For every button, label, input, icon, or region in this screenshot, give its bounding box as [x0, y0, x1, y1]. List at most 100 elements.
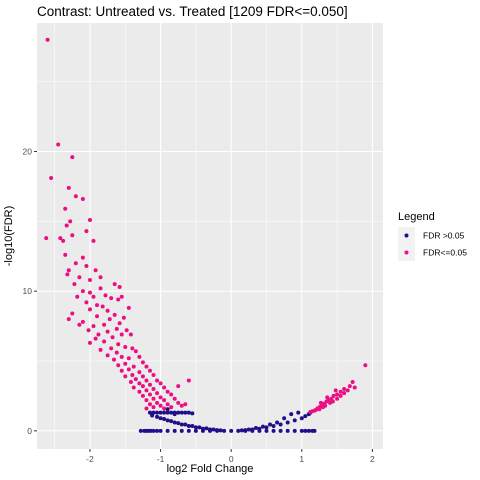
- data-point: [155, 410, 160, 415]
- data-point: [102, 322, 107, 327]
- data-point: [342, 386, 347, 391]
- data-point: [84, 300, 89, 305]
- data-point: [126, 356, 131, 361]
- data-point: [176, 384, 181, 389]
- data-point: [87, 307, 92, 312]
- data-point: [66, 268, 71, 273]
- data-point: [150, 413, 155, 418]
- data-point: [246, 427, 251, 432]
- data-point: [75, 294, 80, 299]
- data-point: [140, 384, 145, 389]
- data-point: [137, 354, 142, 359]
- data-point: [347, 384, 352, 389]
- data-point: [345, 388, 350, 393]
- data-point: [264, 428, 269, 433]
- legend: Legend FDR >0.05 FDR<=0.05: [398, 211, 467, 261]
- data-point: [87, 340, 92, 345]
- data-point: [87, 217, 92, 222]
- data-point: [126, 305, 131, 310]
- data-point: [165, 428, 170, 433]
- data-point: [179, 428, 184, 433]
- data-point: [183, 422, 188, 427]
- data-point: [264, 425, 269, 430]
- data-point: [172, 396, 177, 401]
- data-point: [155, 391, 160, 396]
- data-point: [363, 363, 368, 368]
- data-point: [61, 238, 66, 243]
- data-point: [236, 428, 241, 433]
- legend-label: FDR<=0.05: [423, 248, 467, 258]
- data-point: [80, 255, 85, 260]
- data-point: [215, 428, 220, 433]
- data-point: [158, 416, 163, 421]
- data-point: [105, 353, 110, 358]
- data-point: [330, 399, 335, 404]
- data-point: [66, 317, 71, 322]
- data-point: [165, 407, 170, 412]
- data-point: [70, 155, 75, 160]
- plot-panel: [37, 23, 383, 449]
- data-point: [331, 393, 336, 398]
- data-point: [65, 272, 70, 277]
- data-point: [158, 403, 163, 408]
- data-point: [84, 264, 89, 269]
- data-point: [278, 422, 283, 427]
- data-point: [250, 427, 255, 432]
- data-point: [271, 428, 276, 433]
- data-point: [77, 275, 82, 280]
- data-point: [140, 393, 145, 398]
- data-point: [95, 314, 100, 319]
- data-point: [114, 326, 119, 331]
- data-point: [169, 405, 174, 410]
- data-point: [186, 428, 191, 433]
- data-point: [190, 423, 195, 428]
- data-point: [56, 142, 61, 147]
- data-point: [130, 346, 135, 351]
- data-point: [123, 361, 128, 366]
- legend-label: FDR >0.05: [423, 231, 465, 241]
- data-point: [128, 332, 133, 337]
- y-tick-label: 0: [27, 426, 32, 436]
- x-tick-label: 0: [229, 454, 234, 464]
- data-point: [111, 357, 116, 362]
- x-axis-title: log2 Fold Change: [167, 463, 254, 475]
- data-point: [93, 336, 98, 341]
- data-point: [130, 372, 135, 377]
- data-point: [44, 236, 49, 241]
- data-point: [333, 388, 338, 393]
- series-fdr-0-05: [138, 407, 317, 433]
- data-point: [169, 410, 174, 415]
- data-point: [186, 410, 191, 415]
- data-point: [123, 374, 128, 379]
- data-point: [282, 416, 287, 421]
- data-point: [155, 414, 160, 419]
- data-point: [91, 324, 96, 329]
- data-point: [292, 428, 297, 433]
- data-point: [70, 233, 75, 238]
- legend-title: Legend: [398, 211, 435, 223]
- data-point: [70, 311, 75, 316]
- data-point: [162, 385, 167, 390]
- data-point: [117, 321, 122, 326]
- data-point: [144, 378, 149, 383]
- data-point: [165, 410, 170, 415]
- data-point: [72, 282, 77, 287]
- data-point: [103, 293, 108, 298]
- series-fdr-0-05: [44, 37, 368, 414]
- data-point: [112, 282, 117, 287]
- data-point: [105, 329, 110, 334]
- data-point: [338, 389, 343, 394]
- minor-gridlines: [37, 23, 383, 449]
- data-point: [96, 332, 101, 337]
- y-tick-label: 20: [23, 146, 33, 156]
- data-point: [218, 428, 223, 433]
- data-points: [44, 37, 368, 433]
- data-point: [93, 268, 98, 273]
- data-point: [86, 328, 91, 333]
- data-point: [211, 427, 216, 432]
- data-point: [169, 419, 174, 424]
- data-point: [126, 367, 131, 372]
- data-point: [73, 261, 78, 266]
- data-point: [95, 303, 100, 308]
- data-point: [100, 304, 105, 309]
